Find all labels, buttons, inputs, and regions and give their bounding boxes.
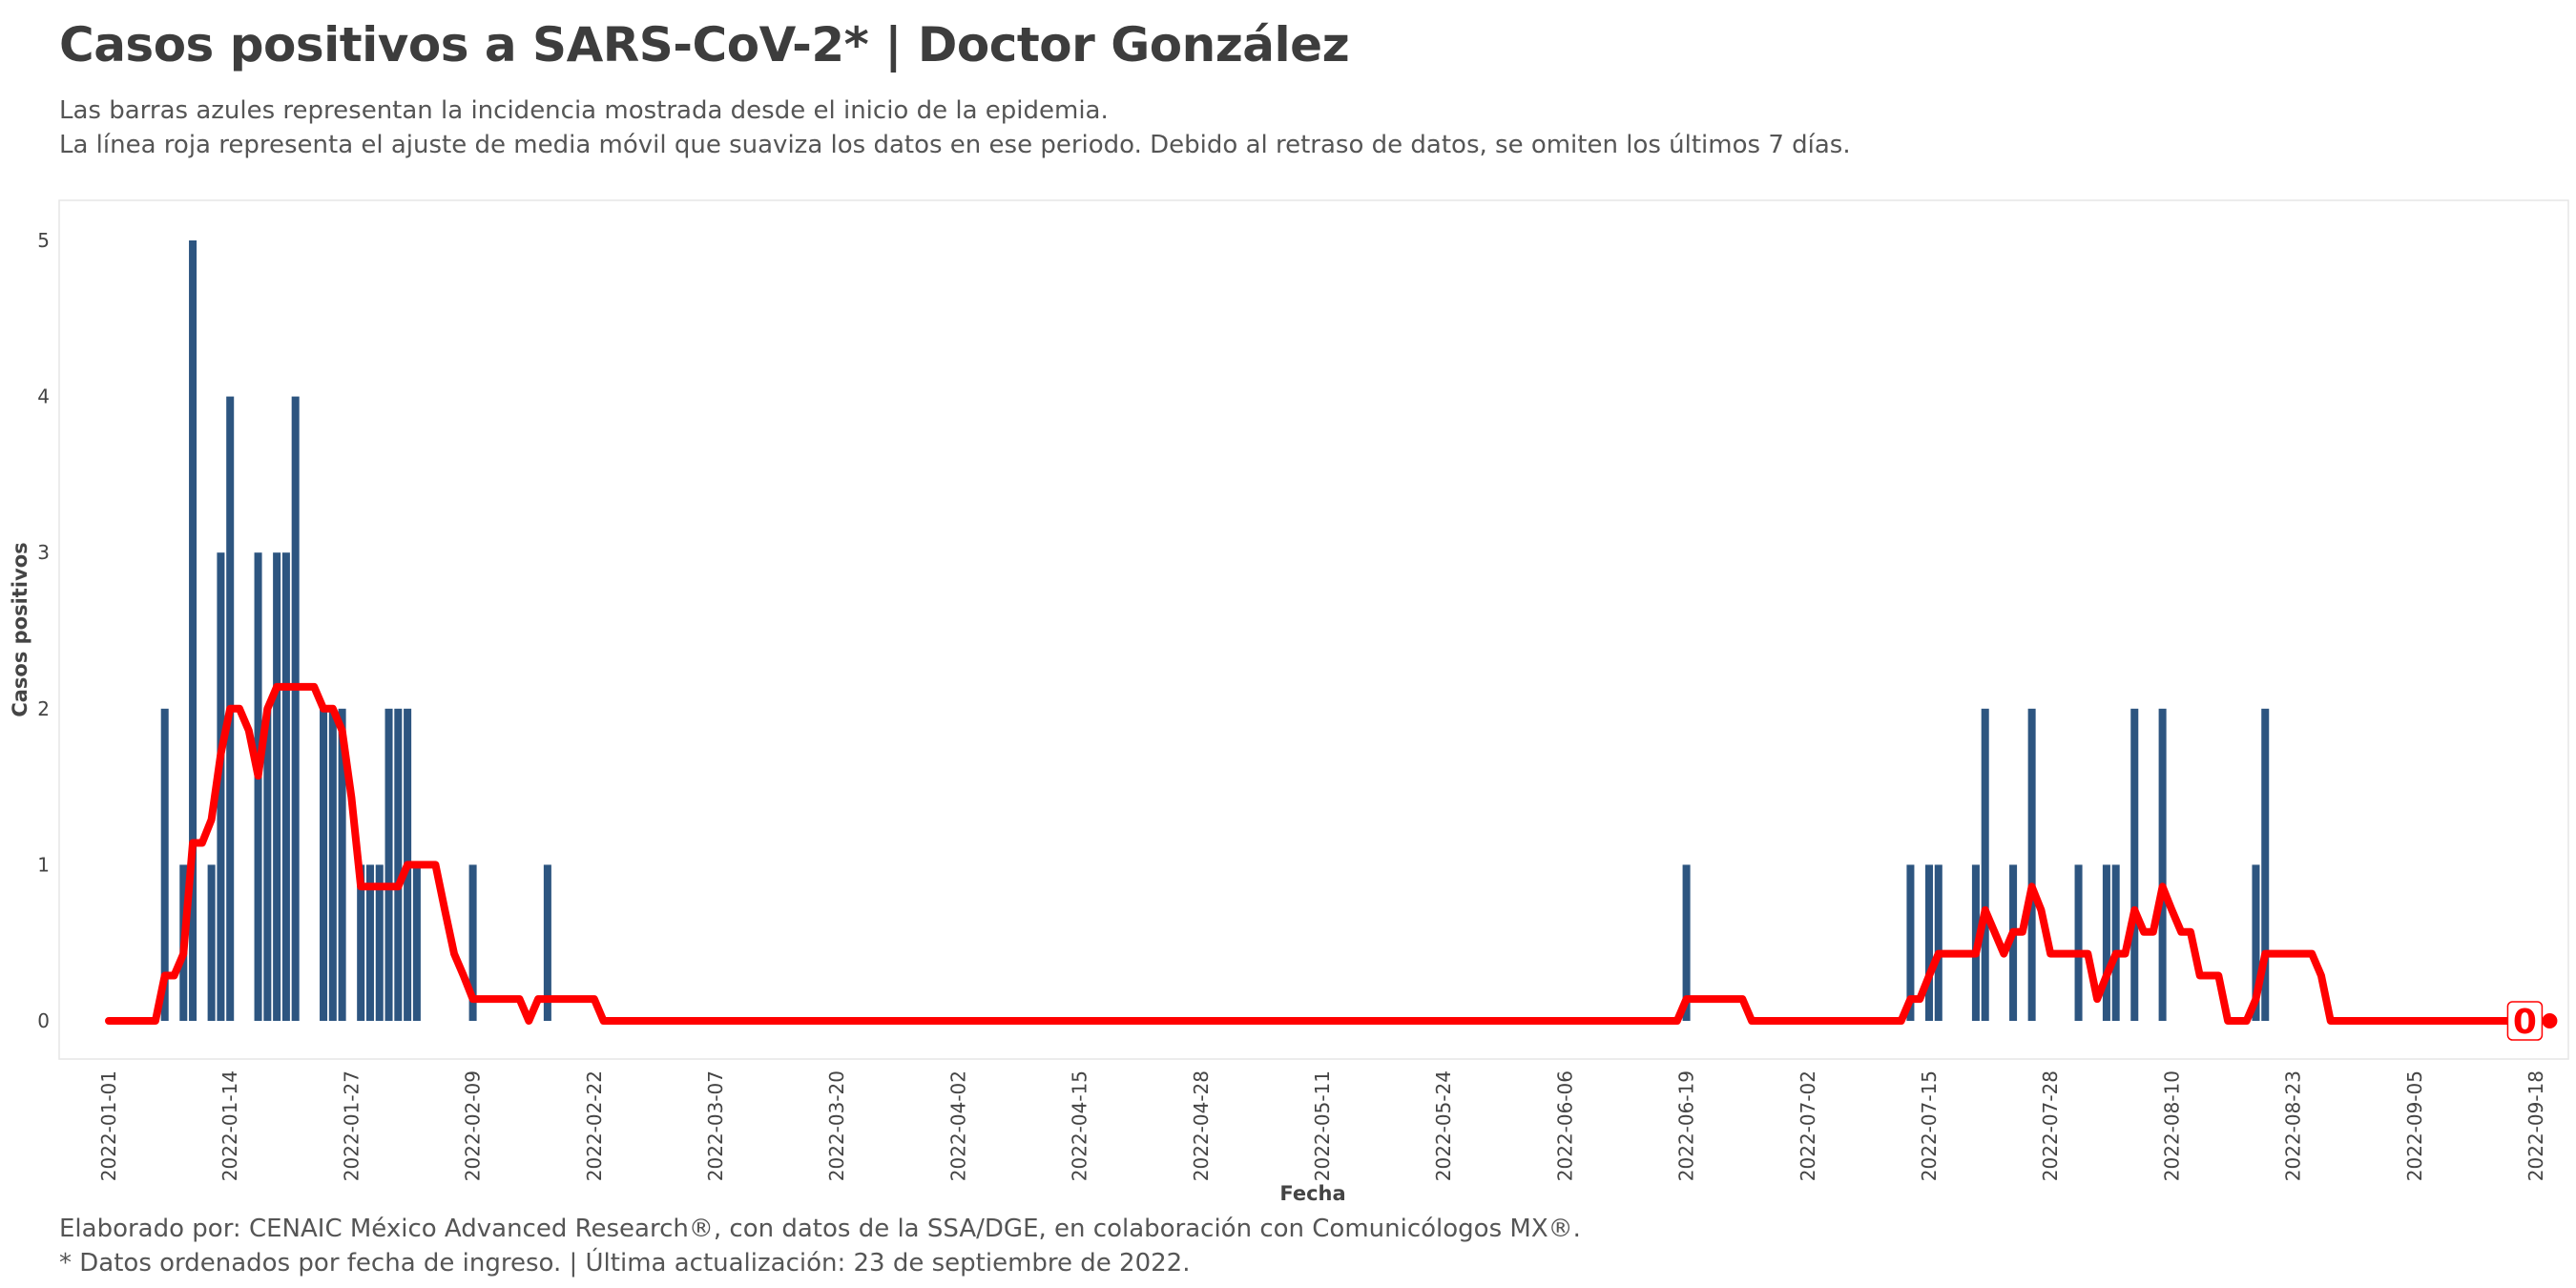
y-tick-label: 4 — [37, 385, 50, 408]
bar — [543, 864, 551, 1021]
plot-panel — [58, 199, 2569, 1060]
x-tick-label: 2022-08-10 — [2160, 1070, 2183, 1181]
bar — [2009, 864, 2018, 1021]
x-tick-label: 2022-06-06 — [1553, 1070, 1576, 1181]
x-tick-label: 2022-04-28 — [1190, 1070, 1213, 1181]
bar — [1934, 864, 1942, 1021]
x-tick-label: 2022-03-20 — [825, 1070, 848, 1181]
bar — [263, 708, 272, 1021]
x-tick-label: 2022-06-19 — [1675, 1070, 1698, 1181]
bar — [2074, 864, 2083, 1021]
bar — [394, 708, 403, 1021]
y-tick-label: 5 — [37, 229, 50, 252]
x-tick-label: 2022-01-27 — [340, 1070, 363, 1181]
bar — [2252, 864, 2260, 1021]
line-series: 0 — [105, 682, 2558, 1042]
bar — [1981, 708, 1989, 1021]
caption-line-2: * Datos ordenados por fecha de ingreso. … — [59, 1249, 1191, 1278]
y-tick-label: 2 — [37, 697, 50, 720]
x-tick-label: 2022-07-28 — [2039, 1070, 2062, 1181]
bar — [160, 708, 169, 1021]
x-tick-label: 2022-01-01 — [97, 1070, 120, 1181]
bar — [2130, 708, 2139, 1021]
bar — [291, 396, 300, 1022]
bar — [207, 864, 216, 1021]
bar — [384, 708, 393, 1021]
bar — [365, 864, 374, 1021]
x-tick-label: 2022-07-15 — [1918, 1070, 1941, 1181]
bar — [2027, 708, 2036, 1021]
bar — [2261, 708, 2270, 1021]
x-tick-label: 2022-09-05 — [2403, 1070, 2426, 1181]
x-tick-label: 2022-01-14 — [218, 1070, 241, 1181]
bar — [375, 864, 384, 1021]
bar — [189, 240, 197, 1021]
y-tick-label: 0 — [37, 1009, 50, 1032]
bar — [357, 864, 365, 1021]
bar — [2111, 864, 2120, 1021]
x-tick-label: 2022-05-11 — [1311, 1070, 1334, 1181]
bar — [273, 552, 281, 1021]
x-tick-label: 2022-02-22 — [583, 1070, 606, 1181]
subtitle-line-1: Las barras azules representan la inciden… — [59, 96, 1109, 125]
x-tick-label: 2022-02-09 — [462, 1070, 485, 1181]
y-tick-label: 1 — [37, 853, 50, 876]
bar — [217, 552, 225, 1021]
end-value-label: 0 — [2513, 1003, 2537, 1042]
x-axis-title: Fecha — [1279, 1182, 1345, 1205]
bar — [1682, 864, 1691, 1021]
bar — [2158, 708, 2167, 1021]
y-tick-label: 3 — [37, 541, 50, 564]
x-tick-label: 2022-04-15 — [1069, 1070, 1091, 1181]
moving-average-line — [105, 682, 2522, 1025]
bar — [338, 708, 346, 1021]
bar — [468, 864, 477, 1021]
end-label-box — [2506, 1001, 2544, 1041]
caption-line-1: Elaborado por: CENAIC México Advanced Re… — [59, 1215, 1581, 1243]
bar — [328, 708, 337, 1021]
bar — [320, 708, 328, 1021]
x-tick-label: 2022-05-24 — [1432, 1070, 1455, 1181]
x-tick-label: 2022-03-07 — [704, 1070, 727, 1181]
bar — [254, 552, 262, 1021]
y-axis: 0 1 2 3 4 5 — [37, 229, 50, 1032]
bar — [1906, 864, 1915, 1021]
y-axis-title: Casos positivos — [9, 542, 31, 717]
chart-title: Casos positivos a SARS-CoV-2* | Doctor G… — [59, 17, 1350, 73]
chart-caption: Elaborado por: CENAIC México Advanced Re… — [59, 1212, 1581, 1280]
line-end-marker — [2542, 1013, 2558, 1028]
subtitle-line-2: La línea roja representa el ajuste de me… — [59, 131, 1851, 159]
bar — [281, 552, 290, 1021]
x-tick-label: 2022-07-02 — [1797, 1070, 1819, 1181]
x-tick-label: 2022-09-18 — [2524, 1070, 2547, 1181]
bar — [1924, 864, 1934, 1021]
x-tick-label: 2022-08-23 — [2282, 1070, 2305, 1181]
bar — [412, 864, 421, 1021]
x-axis: 2022-01-01 2022-01-14 2022-01-27 2022-02-09… — [97, 1070, 2547, 1181]
bar — [2102, 864, 2110, 1021]
chart-subtitle: Las barras azules representan la inciden… — [59, 93, 1851, 162]
x-tick-label: 2022-04-02 — [946, 1070, 969, 1181]
